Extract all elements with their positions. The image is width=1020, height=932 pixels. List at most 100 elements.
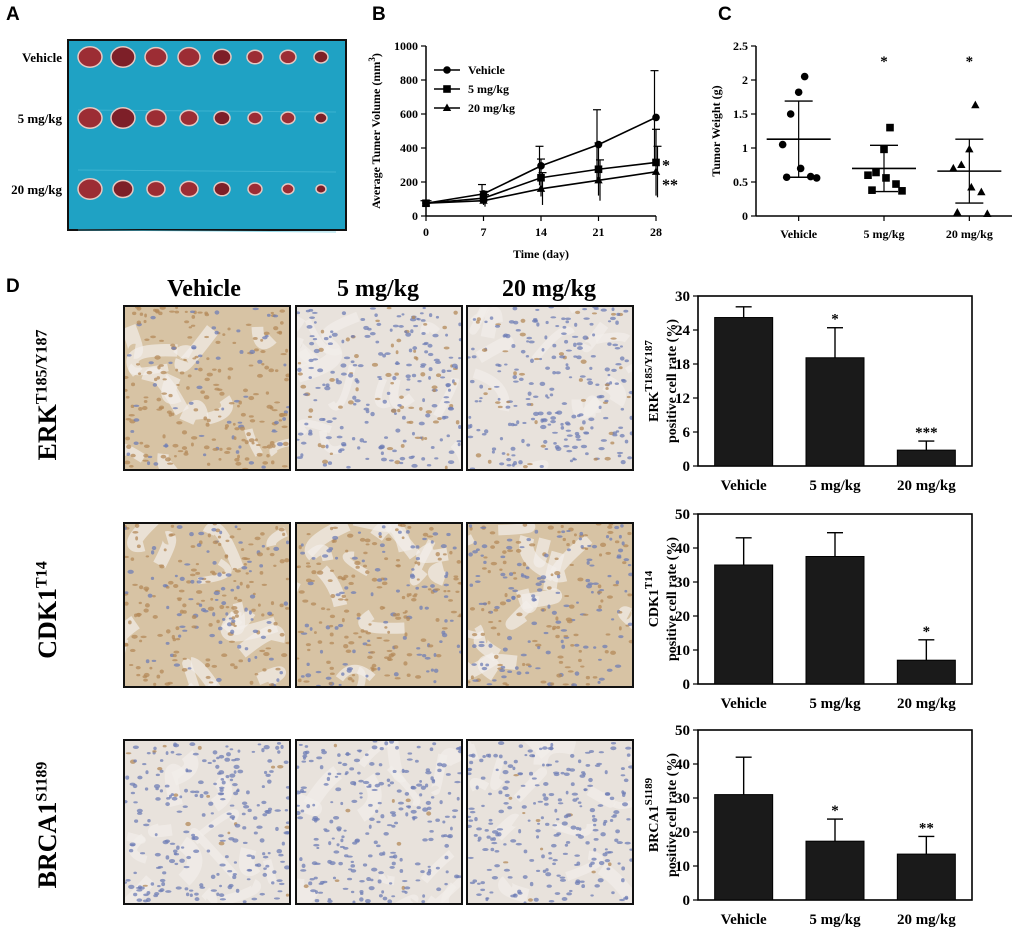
cell-nucleus xyxy=(259,649,266,653)
cell-nucleus xyxy=(238,445,242,449)
cell-nucleus xyxy=(543,439,548,444)
cell-nucleus xyxy=(131,382,136,387)
cell-nucleus xyxy=(237,404,240,408)
ihc-row-label-erk: ERKT185/Y187 xyxy=(33,329,62,461)
cell-nucleus xyxy=(427,343,433,348)
cell-nucleus xyxy=(513,371,517,376)
cell-nucleus xyxy=(153,462,159,466)
cell-nucleus xyxy=(125,395,130,399)
cell-nucleus xyxy=(585,764,591,767)
cell-nucleus xyxy=(261,800,267,805)
stroma-streak xyxy=(475,336,514,364)
cell-nucleus xyxy=(376,844,381,848)
cell-nucleus xyxy=(339,425,344,430)
cell-nucleus xyxy=(407,805,411,809)
cell-nucleus xyxy=(301,760,307,763)
cell-nucleus xyxy=(174,310,180,314)
cell-nucleus xyxy=(323,783,329,786)
stroma-streak xyxy=(374,377,391,409)
cell-nucleus xyxy=(458,338,461,342)
cell-nucleus xyxy=(597,804,604,807)
cell-nucleus xyxy=(399,461,404,465)
cell-nucleus xyxy=(283,760,289,764)
cell-nucleus xyxy=(378,781,385,786)
cell-nucleus xyxy=(237,454,240,459)
cell-nucleus xyxy=(309,627,313,631)
cell-nucleus xyxy=(547,763,552,767)
cell-nucleus xyxy=(426,670,430,673)
cell-nucleus xyxy=(377,879,382,884)
data-point xyxy=(786,110,795,118)
cell-nucleus xyxy=(502,770,509,775)
cell-nucleus xyxy=(378,445,384,450)
data-point xyxy=(892,180,900,188)
cell-nucleus xyxy=(257,359,263,364)
significance-marker: *** xyxy=(915,425,938,441)
cell-nucleus xyxy=(241,566,248,570)
cell-nucleus xyxy=(452,809,459,813)
cell-nucleus xyxy=(278,419,283,422)
cell-nucleus xyxy=(619,433,625,438)
cell-nucleus xyxy=(379,746,384,751)
cell-nucleus xyxy=(234,457,240,462)
cell-nucleus xyxy=(125,642,129,647)
x-tick-label: 5 mg/kg xyxy=(809,696,861,712)
cell-nucleus xyxy=(441,834,445,838)
cell-nucleus xyxy=(364,334,371,338)
tumor-specimen xyxy=(145,108,167,128)
cell-nucleus xyxy=(436,762,443,767)
cell-nucleus xyxy=(367,854,373,858)
cell-nucleus xyxy=(394,821,399,825)
cell-nucleus xyxy=(224,450,231,455)
cell-nucleus xyxy=(447,590,451,593)
cell-nucleus xyxy=(405,529,410,534)
cell-nucleus xyxy=(159,878,166,883)
cell-nucleus xyxy=(401,536,405,540)
cell-nucleus xyxy=(353,758,361,763)
cell-nucleus xyxy=(130,404,135,409)
cell-nucleus xyxy=(333,850,340,854)
cell-nucleus xyxy=(178,589,185,593)
cell-nucleus xyxy=(511,595,516,601)
cell-nucleus xyxy=(241,812,246,816)
cell-nucleus xyxy=(170,793,175,796)
cell-nucleus xyxy=(256,452,263,457)
cell-nucleus xyxy=(411,315,416,320)
cell-nucleus xyxy=(584,547,589,551)
cell-nucleus xyxy=(552,431,558,434)
cell-nucleus xyxy=(345,649,352,654)
cell-nucleus xyxy=(408,420,414,424)
cell-nucleus xyxy=(135,536,139,541)
cell-nucleus xyxy=(513,773,519,777)
cell-nucleus xyxy=(304,745,309,748)
cell-nucleus xyxy=(189,893,193,898)
cell-nucleus xyxy=(487,611,491,614)
cell-nucleus xyxy=(406,363,412,367)
cell-nucleus xyxy=(486,835,491,839)
cell-nucleus xyxy=(218,786,225,789)
cell-nucleus xyxy=(474,817,478,822)
cell-nucleus xyxy=(154,833,158,837)
cell-nucleus xyxy=(136,889,143,892)
cell-nucleus xyxy=(273,546,280,552)
cell-nucleus xyxy=(473,540,477,546)
cell-nucleus xyxy=(410,785,417,790)
cell-nucleus xyxy=(212,447,219,451)
cell-nucleus xyxy=(455,747,461,750)
cell-nucleus xyxy=(576,601,579,604)
cell-nucleus xyxy=(220,798,226,801)
y-tick-label: 0 xyxy=(683,459,691,475)
cell-nucleus xyxy=(616,451,624,455)
cell-nucleus xyxy=(176,421,183,425)
cell-nucleus xyxy=(147,593,153,598)
cell-nucleus xyxy=(371,788,378,792)
cell-nucleus xyxy=(542,869,547,874)
cell-nucleus xyxy=(564,594,570,597)
cell-nucleus xyxy=(374,313,378,318)
cell-nucleus xyxy=(585,452,589,456)
cell-nucleus xyxy=(597,584,602,589)
cell-nucleus xyxy=(158,311,163,316)
cell-nucleus xyxy=(419,605,423,610)
cell-nucleus xyxy=(457,582,461,585)
cell-nucleus xyxy=(329,377,335,382)
